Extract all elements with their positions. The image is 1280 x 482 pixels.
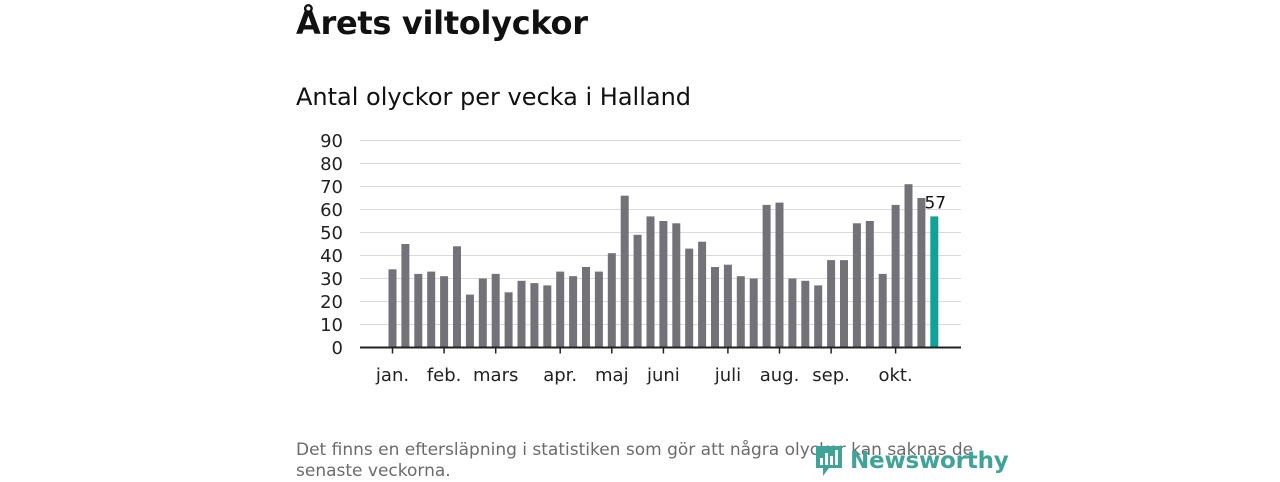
y-tick-label: 10 <box>320 315 343 336</box>
bar-highlight <box>930 216 939 348</box>
footnote: Det finns en eftersläpning i statistiken… <box>296 440 974 481</box>
x-tick-label: aug. <box>760 365 800 386</box>
x-tick-label: juli <box>714 365 741 386</box>
bar <box>827 260 836 348</box>
bar <box>865 221 874 348</box>
y-tick-label: 90 <box>320 131 343 152</box>
bar <box>517 280 526 348</box>
bar <box>698 241 707 348</box>
y-tick-label: 80 <box>320 154 343 175</box>
bar <box>801 280 810 348</box>
bar <box>723 264 732 348</box>
bar <box>878 273 887 348</box>
bar <box>852 223 861 348</box>
newsworthy-logo-icon <box>816 446 842 476</box>
last-value-label: 57 <box>924 193 946 213</box>
x-tick-label: feb. <box>427 365 462 386</box>
bar <box>594 271 603 348</box>
bar <box>749 278 758 348</box>
bar <box>685 248 694 348</box>
x-tick-label: jan. <box>375 365 409 386</box>
newsworthy-logo-text: Newsworthy <box>850 448 1009 474</box>
y-tick-label: 40 <box>320 246 343 267</box>
bar <box>465 294 474 348</box>
headline: Årets viltolyckor <box>296 4 588 42</box>
bar <box>917 198 926 348</box>
y-tick-label: 30 <box>320 269 343 290</box>
bar <box>840 260 848 348</box>
bar <box>414 273 423 348</box>
bar <box>556 271 565 348</box>
bar <box>582 267 590 348</box>
bar <box>388 269 397 348</box>
bar <box>427 271 436 348</box>
x-tick-label: sep. <box>812 365 850 386</box>
y-tick-label: 0 <box>332 338 343 359</box>
x-tick-label: mars <box>473 365 518 386</box>
bar <box>775 202 784 348</box>
x-tick-label: apr. <box>543 365 577 386</box>
bar <box>736 276 745 348</box>
y-tick-label: 20 <box>320 292 343 313</box>
bar <box>543 285 552 348</box>
bar <box>607 253 616 348</box>
bar <box>762 204 771 348</box>
bar <box>904 184 913 348</box>
bar <box>453 246 461 348</box>
bar <box>504 292 513 348</box>
bar <box>620 195 629 348</box>
x-tick-label: maj <box>595 365 629 386</box>
x-tick-label: okt. <box>878 365 912 386</box>
bar <box>569 276 578 348</box>
bar <box>788 278 797 348</box>
y-tick-label: 60 <box>320 200 343 221</box>
bar <box>659 221 668 348</box>
bar <box>401 244 410 348</box>
bar <box>478 278 487 348</box>
newsworthy-logo: Newsworthy <box>814 444 1009 478</box>
bar <box>891 204 900 348</box>
chart-title: Antal olyckor per vecka i Halland <box>296 83 692 111</box>
bar <box>814 285 823 348</box>
bar <box>633 234 642 348</box>
bar <box>530 283 539 348</box>
y-tick-label: 70 <box>320 177 343 198</box>
x-tick-label: juni <box>646 365 680 386</box>
bar <box>440 276 449 348</box>
bar <box>646 216 655 348</box>
bar <box>491 273 500 348</box>
bar <box>711 267 719 348</box>
bar <box>672 223 681 348</box>
y-tick-label: 50 <box>320 223 343 244</box>
